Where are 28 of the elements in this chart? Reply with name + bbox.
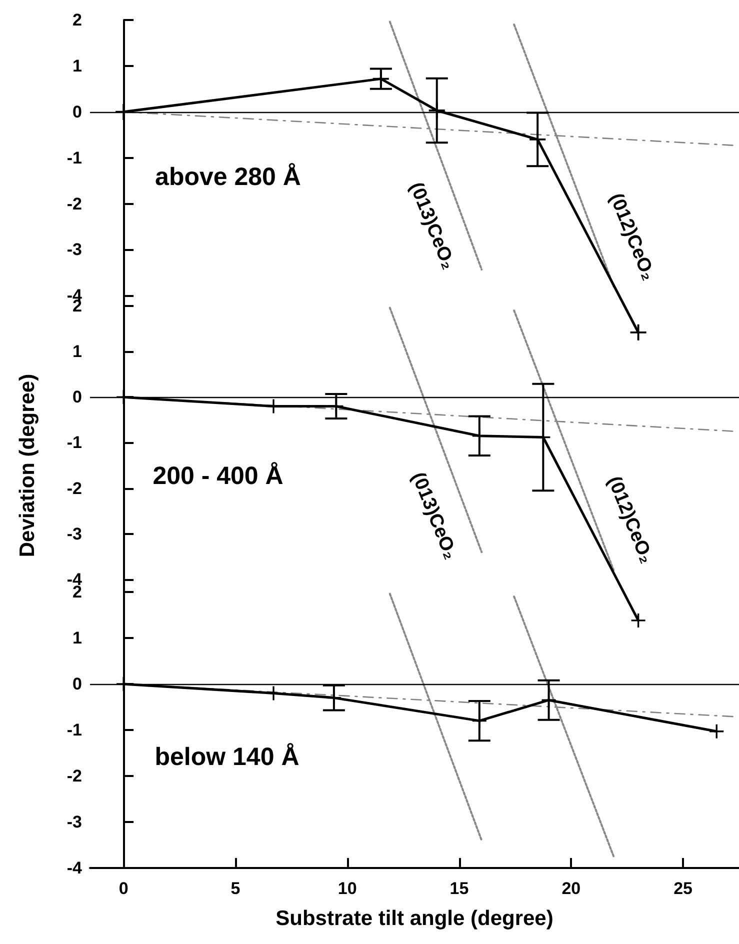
y-tick-label: 0 (72, 102, 82, 122)
x-tick-label: 25 (674, 879, 693, 898)
y-tick-label: -1 (66, 148, 82, 168)
y-tick-label: -3 (66, 240, 82, 260)
y-tick-label: -4 (66, 858, 83, 878)
y-tick-label: 0 (72, 388, 82, 407)
x-tick-label: 0 (118, 879, 128, 898)
y-tick-label: -1 (66, 433, 82, 452)
y-tick-label: -1 (66, 720, 82, 740)
x-tick-label: 15 (450, 879, 469, 898)
annotation: below 140 Å (154, 742, 300, 771)
y-tick-label: 1 (72, 628, 82, 648)
x-tick-label: 10 (338, 879, 357, 898)
y-tick-label: 1 (72, 342, 82, 362)
y-tick-label: -2 (66, 766, 82, 786)
annotation: 200 - 400 Å (152, 461, 284, 490)
y-tick-label: -2 (66, 478, 82, 498)
y-tick-label: 2 (72, 10, 82, 30)
y-tick-label: 0 (72, 674, 82, 694)
x-axis-title: Substrate tilt angle (degree) (276, 907, 554, 930)
y-tick-label: -3 (66, 524, 82, 544)
x-tick-label: 5 (230, 879, 240, 898)
y-axis-title: Deviation (degree) (16, 374, 39, 558)
x-tick-label: 20 (562, 879, 581, 898)
y-tick-label: -2 (66, 194, 82, 214)
y-tick-label: -3 (66, 812, 82, 832)
y-tick-label: 1 (72, 56, 82, 76)
annotation: above 280 Å (155, 162, 301, 191)
